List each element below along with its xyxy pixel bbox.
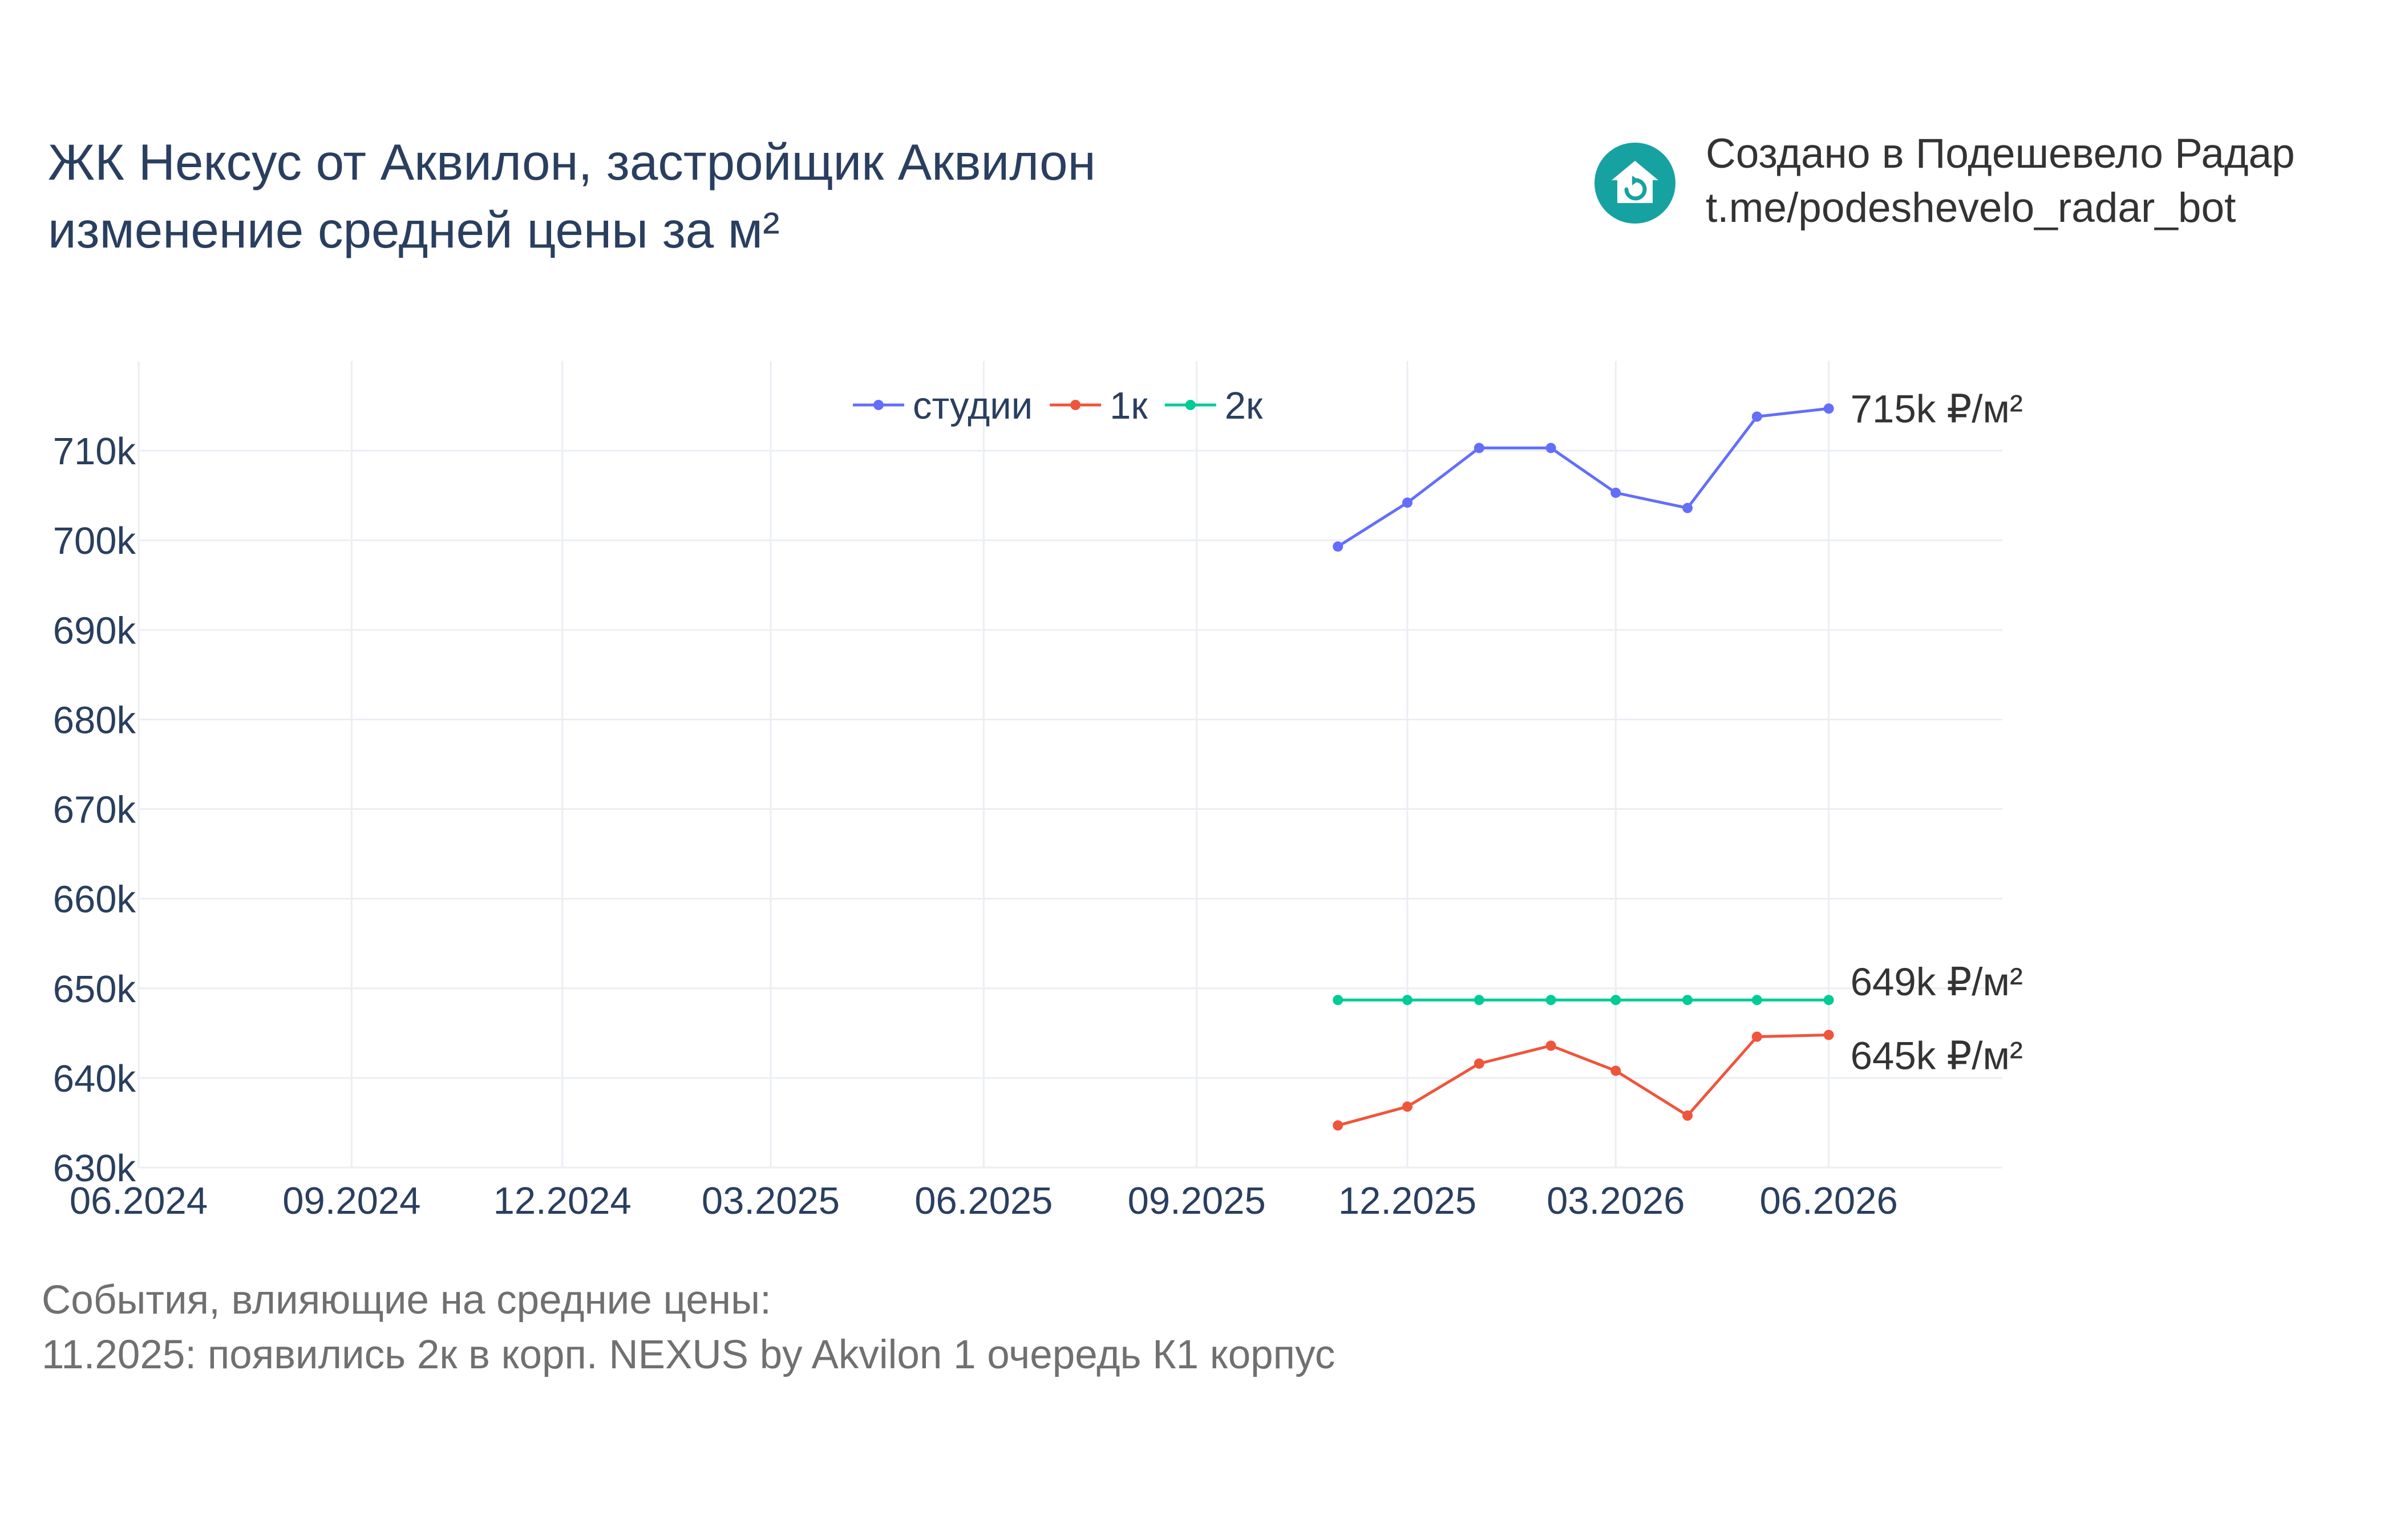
house-refresh-icon xyxy=(1594,143,1675,224)
data-point xyxy=(1610,487,1621,498)
y-tick-label: 700k xyxy=(53,520,136,562)
events-block: События, влияющие на средние цены: 11.20… xyxy=(42,1273,1335,1383)
end-value-label: 715k ₽/м² xyxy=(1851,387,2023,431)
chart-title: ЖК Нексус от Аквилон, застройщик Аквилон… xyxy=(48,128,1096,264)
x-tick-label: 09.2024 xyxy=(282,1180,420,1222)
y-tick-label: 630k xyxy=(53,1147,136,1190)
x-tick-label: 03.2026 xyxy=(1547,1180,1685,1222)
title-line-2: изменение средней цены за м² xyxy=(48,201,780,258)
data-point xyxy=(1474,443,1484,453)
data-point xyxy=(1751,1031,1762,1042)
events-heading: События, влияющие на средние цены: xyxy=(42,1278,771,1323)
event-item: 11.2025: появились 2к в корп. NEXUS by A… xyxy=(42,1332,1335,1377)
legend-item: 2к xyxy=(1164,384,1263,427)
credit: Создано в Подешевело Радар t.me/podeshev… xyxy=(1706,127,2295,235)
y-tick-label: 710k xyxy=(53,430,136,473)
x-tick-label: 06.2024 xyxy=(70,1180,208,1222)
data-point xyxy=(1823,1030,1834,1040)
y-tick-label: 650k xyxy=(53,968,136,1011)
data-point xyxy=(1333,995,1343,1006)
x-tick-label: 06.2025 xyxy=(914,1180,1053,1222)
x-tick-label: 03.2025 xyxy=(702,1180,840,1222)
legend-item: студии xyxy=(853,384,1033,427)
legend-item: 1к xyxy=(1050,384,1148,427)
series-line xyxy=(1337,407,1829,548)
series-2к: 649k ₽/м² xyxy=(1333,960,2023,1006)
data-point xyxy=(1333,541,1343,552)
data-point xyxy=(1402,1101,1412,1112)
y-tick-label: 690k xyxy=(53,609,136,652)
y-axis: 630k 640k 650k 660k 670k 680k 690k 700k 710k xyxy=(53,430,136,1190)
data-point xyxy=(1610,995,1621,1006)
legend-label: студии xyxy=(913,384,1033,427)
data-point xyxy=(1545,1040,1556,1051)
title-line-1: ЖК Нексус от Аквилон, застройщик Аквилон xyxy=(48,133,1096,191)
end-value-label: 649k ₽/м² xyxy=(1851,960,2023,1004)
data-point xyxy=(1545,443,1556,453)
data-point xyxy=(1610,1065,1621,1076)
data-point xyxy=(1823,403,1834,414)
legend-swatch-marker xyxy=(873,400,884,410)
series-1к: 645k ₽/м² xyxy=(1333,1030,2023,1131)
data-point xyxy=(1682,1110,1693,1121)
x-tick-label: 09.2025 xyxy=(1128,1180,1266,1222)
data-point xyxy=(1682,502,1693,513)
data-point xyxy=(1402,995,1412,1006)
legend-swatch-marker xyxy=(1185,400,1196,410)
legend-label: 1к xyxy=(1110,384,1148,427)
data-point xyxy=(1402,497,1412,508)
data-point xyxy=(1545,995,1556,1006)
gridlines xyxy=(137,361,2002,1169)
legend: студии 1к 2к xyxy=(853,384,1263,427)
data-point xyxy=(1751,995,1762,1006)
data-point xyxy=(1823,995,1834,1006)
x-tick-label: 12.2024 xyxy=(493,1180,632,1222)
legend-swatch-marker xyxy=(1070,400,1081,410)
end-value-label: 645k ₽/м² xyxy=(1851,1034,2023,1077)
data-point xyxy=(1682,995,1693,1006)
credit-link[interactable]: t.me/podeshevelo_radar_bot xyxy=(1706,185,2236,231)
series-студии: 715k ₽/м² xyxy=(1333,387,2023,552)
data-point xyxy=(1333,1120,1343,1131)
x-tick-label: 12.2025 xyxy=(1338,1180,1476,1222)
x-axis: 06.2024 09.2024 12.2024 03.2025 06.2025 09.20… xyxy=(70,1180,1898,1222)
y-tick-label: 670k xyxy=(53,789,136,832)
y-tick-label: 660k xyxy=(53,878,136,921)
x-tick-label: 06.2026 xyxy=(1760,1180,1898,1222)
y-tick-label: 640k xyxy=(53,1057,136,1100)
data-point xyxy=(1751,411,1762,422)
credit-line-1: Создано в Подешевело Радар xyxy=(1706,131,2295,177)
series-line xyxy=(1337,1033,1829,1127)
legend-label: 2к xyxy=(1225,384,1263,427)
y-tick-label: 680k xyxy=(53,699,136,741)
data-point xyxy=(1474,995,1484,1006)
data-point xyxy=(1474,1058,1484,1069)
